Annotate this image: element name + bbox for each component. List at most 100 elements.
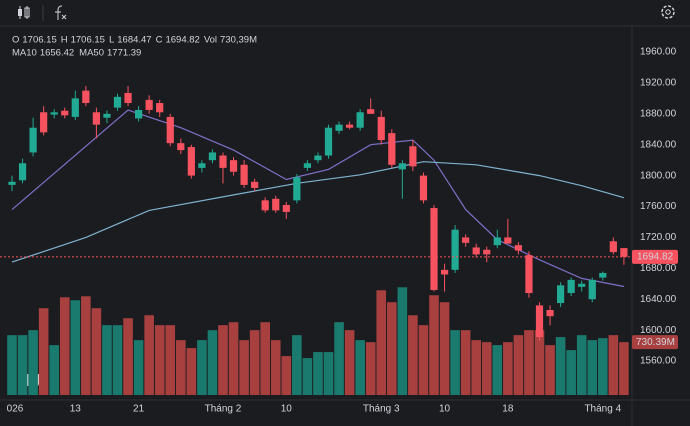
- x-tick-label: 026: [7, 404, 24, 415]
- volume-bar: [28, 330, 38, 395]
- volume-bar: [228, 322, 239, 395]
- indicator-icon[interactable]: [55, 5, 67, 20]
- candle-body: [377, 116, 385, 141]
- candle-body: [177, 143, 185, 151]
- x-tick-label: 10: [281, 404, 293, 415]
- settings-icon[interactable]: [661, 5, 675, 19]
- y-tick-label: 1680.00: [640, 263, 677, 274]
- candle-body: [251, 181, 259, 188]
- volume-bar: [534, 330, 545, 395]
- volume-bar: [302, 358, 313, 395]
- candle-body: [303, 163, 311, 168]
- volume-bar: [492, 345, 503, 395]
- candle-body: [50, 112, 58, 115]
- legend-value: 1694.82: [165, 35, 199, 46]
- volume-bar: [323, 352, 334, 395]
- volume-label-bg: [632, 335, 678, 350]
- volume-bar: [144, 315, 154, 395]
- volume-bar: [207, 330, 218, 395]
- candle-icon[interactable]: [18, 6, 30, 19]
- volume-bar: [513, 335, 524, 395]
- volume-bar: [397, 287, 408, 395]
- volume-bar: [481, 342, 492, 395]
- candle-body: [620, 248, 628, 257]
- volume-bar: [133, 340, 144, 395]
- legend-label: MA10: [12, 48, 37, 59]
- volume-label: 730.39M: [636, 337, 675, 348]
- volume-bar: [292, 335, 302, 395]
- candle-body: [145, 99, 153, 110]
- candle-body: [525, 255, 533, 294]
- volume-bar: [59, 297, 70, 395]
- volume-bar: [249, 330, 260, 395]
- candle-body: [546, 310, 554, 317]
- volume-bar: [197, 340, 207, 395]
- volume-bar: [154, 325, 165, 395]
- candle-body: [367, 109, 375, 114]
- candle-body: [324, 127, 333, 156]
- candle-body: [92, 112, 100, 125]
- y-tick-label: 1600.00: [640, 325, 677, 336]
- legend-value: 1771.39: [107, 48, 141, 59]
- candle-body: [103, 113, 111, 118]
- legend-value: 1706.15: [22, 35, 56, 46]
- candle-body: [61, 110, 69, 116]
- candle-body: [113, 96, 122, 108]
- candle-body: [29, 127, 37, 153]
- candle-body: [588, 279, 596, 300]
- price-label: 1694.82: [637, 252, 674, 263]
- volume-bar: [123, 318, 133, 395]
- candle-body: [198, 163, 206, 168]
- y-tick-label: 1840.00: [640, 139, 677, 150]
- candle-body: [419, 175, 428, 201]
- y-tick-label: 1760.00: [640, 201, 677, 212]
- volume-bar: [334, 322, 344, 395]
- candle-body: [293, 177, 301, 201]
- volume-bar: [239, 340, 249, 395]
- volume-bar: [555, 337, 566, 395]
- candle-body: [219, 155, 227, 168]
- volume-bar: [471, 340, 481, 395]
- candle-body: [135, 109, 143, 119]
- volume-bar: [450, 330, 460, 395]
- legend-label: L: [109, 35, 114, 46]
- volume-bar: [186, 348, 197, 395]
- candle-body: [567, 279, 575, 294]
- price-label-bg: [632, 249, 678, 264]
- legend-value: 1684.47: [117, 35, 151, 46]
- volume-bar: [49, 345, 59, 395]
- volume-bar: [112, 325, 123, 395]
- legend-value: 730,39M: [220, 35, 257, 46]
- volume-bar: [418, 325, 429, 395]
- x-tick-label: 18: [502, 404, 514, 415]
- volume-bar: [587, 340, 598, 395]
- candle-body: [18, 163, 27, 181]
- legend-label: C: [156, 35, 163, 46]
- volume-bar: [566, 350, 576, 395]
- candle-body: [8, 181, 16, 185]
- candle-body: [272, 198, 280, 211]
- volume-bar: [439, 302, 450, 395]
- volume-bar: [598, 338, 608, 395]
- legend-label: H: [61, 35, 68, 46]
- volume-bar: [387, 302, 397, 395]
- candle-body: [398, 163, 406, 170]
- candle-body: [451, 229, 459, 270]
- volume-bar: [545, 345, 555, 395]
- volume-bar: [260, 322, 270, 395]
- ma-line: [11, 161, 625, 263]
- volume-bar: [102, 325, 112, 395]
- y-tick-label: 1800.00: [640, 170, 677, 181]
- candle-body: [440, 269, 449, 275]
- candle-body: [314, 155, 322, 161]
- volume-bar: [460, 330, 471, 395]
- volume-bar: [429, 295, 439, 395]
- volume-bar: [376, 290, 387, 395]
- candle-body: [535, 305, 544, 338]
- volume-bar: [38, 308, 49, 395]
- candle-body: [187, 147, 195, 176]
- y-tick-label: 1720.00: [640, 232, 677, 243]
- x-tick-label: Tháng 3: [363, 404, 400, 415]
- candle-body: [409, 146, 417, 167]
- candle-body: [483, 249, 491, 255]
